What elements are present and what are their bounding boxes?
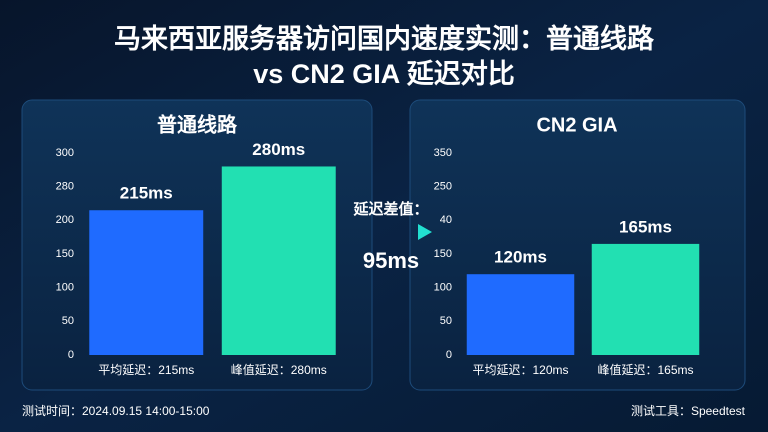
value-label: 165ms (619, 217, 672, 236)
x-tick-label: 平均延迟：120ms (472, 363, 568, 377)
y-tick-label: 40 (440, 214, 452, 226)
bar (89, 210, 204, 355)
annotation-text: 95ms (363, 248, 419, 273)
bar (591, 243, 700, 355)
annotation-label: 延迟差值： (352, 200, 428, 218)
footer-text: 测试时间：2024.09.15 14:00-15:00 (22, 403, 210, 418)
y-tick-label: 350 (434, 147, 452, 159)
value-label: 120ms (494, 248, 547, 267)
y-tick-label: 280 (56, 181, 74, 193)
value-label: 280ms (252, 140, 305, 159)
y-tick-label: 300 (56, 147, 74, 159)
chart-title: 普通线路 (157, 112, 238, 136)
bar (221, 166, 336, 355)
bar (466, 274, 575, 355)
footer-text: 测试工具：Speedtest (631, 403, 746, 418)
title-line: 马来西亚服务器访问国内速度实测：普通线路 (114, 23, 655, 54)
title-line: vs CN2 GIA 延迟对比 (253, 59, 515, 89)
y-tick-label: 150 (56, 248, 74, 260)
arrow-head (418, 224, 432, 240)
y-tick-label: 50 (440, 315, 452, 327)
y-tick-label: 0 (68, 349, 74, 361)
y-tick-label: 200 (56, 214, 74, 226)
y-tick-label: 100 (434, 282, 452, 294)
chart-title: CN2 GIA (536, 114, 617, 136)
x-tick-label: 平均延迟：215ms (98, 363, 194, 377)
y-tick-label: 150 (434, 248, 452, 260)
y-tick-label: 250 (434, 181, 452, 193)
value-label: 215ms (120, 184, 173, 203)
y-tick-label: 50 (62, 315, 74, 327)
x-tick-label: 峰值延迟：280ms (231, 362, 327, 377)
y-tick-label: 100 (56, 282, 74, 294)
y-tick-label: 0 (446, 349, 452, 361)
x-tick-label: 峰值延迟：165ms (597, 362, 693, 377)
